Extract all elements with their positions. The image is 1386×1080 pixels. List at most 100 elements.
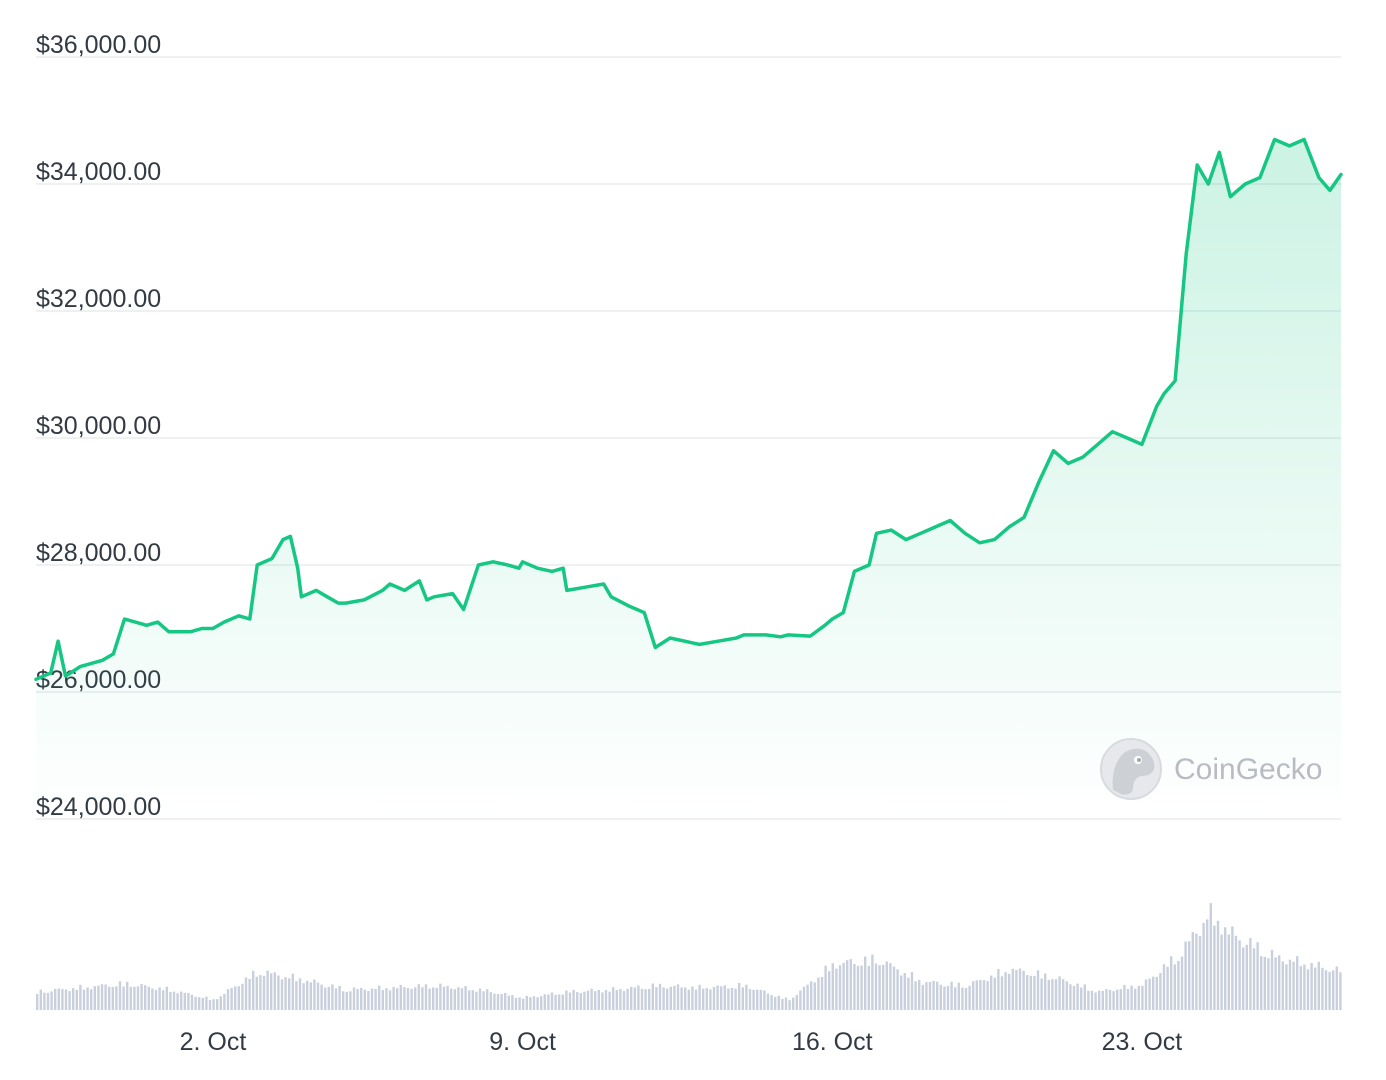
volume-bar: [1101, 990, 1104, 1010]
volume-bar: [1090, 990, 1094, 1010]
volume-bar: [878, 965, 881, 1010]
volume-bar: [860, 965, 863, 1010]
volume-bar: [990, 975, 993, 1010]
volume-bar: [709, 989, 712, 1010]
price-area: [36, 139, 1341, 819]
volume-bar: [36, 993, 39, 1010]
volume-bar: [201, 998, 204, 1010]
volume-bar: [108, 986, 111, 1010]
volume-bar: [993, 977, 996, 1010]
volume-bar: [572, 989, 575, 1010]
volume-bar: [590, 988, 593, 1010]
volume-bar: [457, 987, 460, 1010]
volume-bar: [900, 975, 903, 1010]
volume-bar: [1184, 941, 1187, 1010]
volume-bar: [54, 988, 57, 1010]
volume-bar: [680, 987, 683, 1010]
volume-bar: [104, 984, 107, 1010]
volume-bar: [396, 988, 399, 1010]
volume-bar: [1274, 957, 1277, 1010]
volume-bar: [1321, 967, 1324, 1010]
volume-bar: [129, 986, 132, 1010]
volume-bar: [1026, 975, 1029, 1010]
volume-bar: [1324, 970, 1328, 1010]
volume-bar: [756, 989, 759, 1010]
volume-bar: [543, 994, 546, 1010]
x-tick-label: 9. Oct: [489, 1028, 556, 1056]
volume-bar: [727, 988, 730, 1010]
volume-bar: [1072, 986, 1076, 1010]
volume-bar: [320, 984, 323, 1010]
volume-bar: [694, 989, 698, 1010]
volume-bar: [140, 983, 143, 1010]
volume-bar: [529, 997, 532, 1010]
volume-bar: [374, 988, 377, 1010]
volume-bar: [795, 995, 798, 1010]
volume-bar: [774, 996, 777, 1010]
volume-bar: [450, 988, 453, 1010]
volume-bar: [414, 987, 417, 1010]
volume-bar: [352, 987, 356, 1010]
volume-bar: [241, 983, 244, 1010]
volume-bar: [1188, 941, 1191, 1010]
volume-bar: [550, 992, 554, 1010]
volume-bar: [439, 983, 442, 1010]
volume-bar: [716, 985, 719, 1010]
volume-bar: [306, 980, 309, 1010]
volume-bar: [82, 989, 86, 1010]
volume-bar: [252, 970, 255, 1010]
volume-bar: [918, 980, 921, 1010]
volume-bar: [212, 999, 215, 1010]
volume-bar: [972, 981, 975, 1010]
volume-bar: [176, 993, 179, 1010]
volume-bar: [1303, 964, 1306, 1010]
volume-bar: [637, 985, 640, 1010]
volume-bar: [1134, 988, 1137, 1010]
volume-bar: [1144, 979, 1148, 1010]
volume-bar: [536, 997, 539, 1010]
volume-bar: [147, 986, 150, 1010]
volume-bar: [349, 991, 352, 1010]
volume-bar: [1022, 970, 1025, 1010]
volume-bar: [205, 996, 208, 1010]
volume-bar: [1170, 956, 1173, 1010]
volume-bar: [702, 988, 705, 1010]
volume-bar: [766, 993, 770, 1010]
volume-bar: [648, 989, 651, 1010]
volume-bar: [388, 990, 392, 1010]
volume-bar: [79, 984, 82, 1010]
volume-bar: [460, 988, 464, 1010]
volume-bar: [234, 986, 237, 1010]
volume-bar: [896, 969, 899, 1010]
volume-bar: [964, 988, 968, 1010]
volume-bar: [1263, 956, 1266, 1010]
volume-bar: [1317, 961, 1320, 1010]
volume-bar: [219, 996, 222, 1010]
volume-bar: [1177, 961, 1180, 1010]
volume-bar: [561, 994, 564, 1010]
volume-bar: [230, 987, 233, 1010]
volume-bar: [939, 984, 942, 1010]
price-area-fill: [36, 139, 1341, 819]
volume-bar: [921, 984, 924, 1010]
price-series-line: [34, 137, 1343, 682]
volume-bar: [1040, 978, 1043, 1010]
volume-bar: [1292, 961, 1295, 1010]
volume-bar: [946, 986, 950, 1010]
volume-bar: [468, 990, 471, 1010]
volume-bar: [223, 993, 226, 1010]
volume-bar: [1180, 956, 1184, 1010]
volume-bar: [385, 988, 388, 1010]
volume-bar: [1252, 948, 1256, 1010]
volume-bar: [489, 992, 492, 1010]
volume-bar: [291, 973, 294, 1010]
volume-bar: [180, 991, 183, 1010]
volume-bar: [216, 999, 219, 1010]
volume-bar: [806, 984, 809, 1010]
volume-bar: [363, 989, 366, 1010]
volume-bar: [1238, 940, 1241, 1010]
volume-bar: [1220, 934, 1223, 1010]
volume-bar: [1335, 966, 1338, 1010]
volume-bar: [165, 986, 168, 1010]
